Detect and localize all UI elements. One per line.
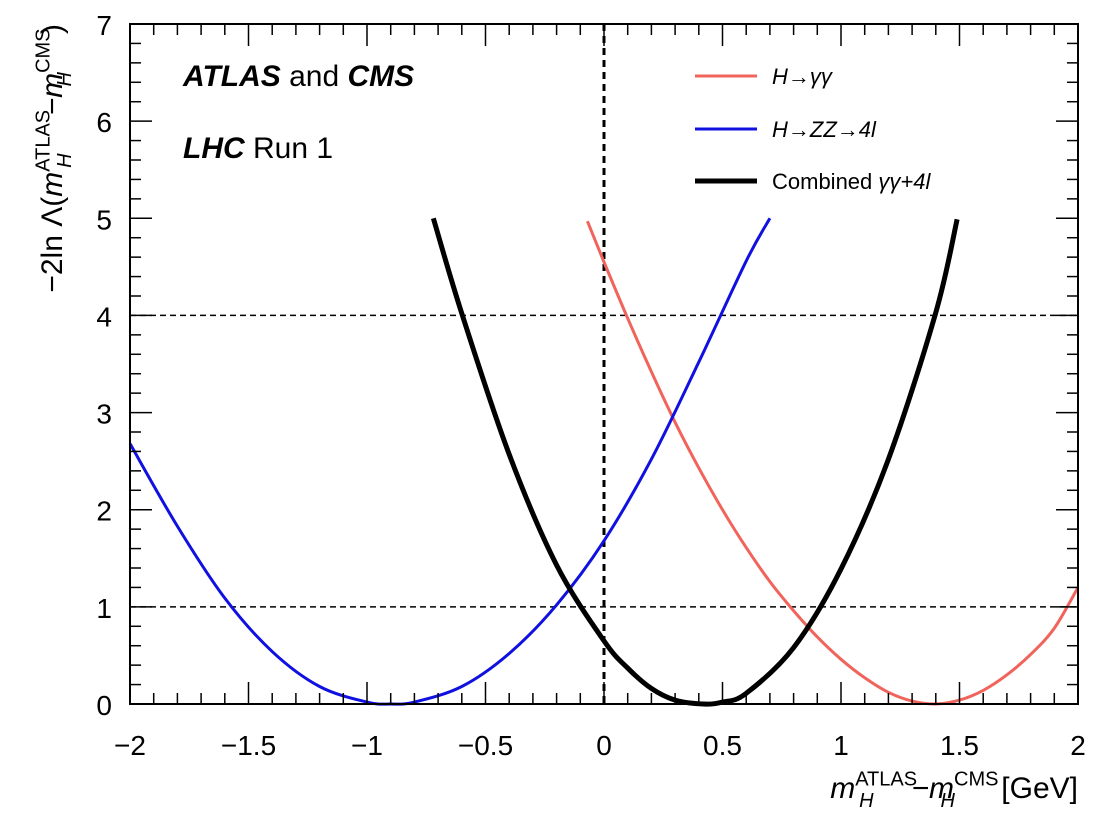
y-tick-label: 7 [96,10,112,41]
text-part: H [859,790,874,812]
series-line-0 [586,220,1080,706]
text-part: ATLAS [32,110,54,172]
text-part: LHC [183,132,246,165]
text-part: ATLAS [855,768,917,790]
text-part: −m [36,73,69,116]
y-tick-label: 5 [96,204,112,235]
x-tick-label: 1.5 [940,730,979,761]
legend: H→γγ H→ZZ→4l Combined γγ+4l [695,64,931,194]
tick-marks [129,23,1079,705]
series-line-1 [128,217,772,706]
legend-label-part: γγ+4l [878,169,931,194]
x-tick-label: −1.5 [221,730,276,761]
legend-label-0: H→γγ [772,64,834,89]
x-tick-label: 1 [833,730,849,761]
text-part: CMS [32,28,54,72]
text-part: Run 1 [245,132,333,165]
x-tick-label: −2 [114,730,146,761]
y-tick-label: 0 [96,690,112,721]
text-part: CMS [348,60,415,93]
text-part: and [281,60,348,93]
y-axis-label: −2ln Λ(mATLASH−mCMSH) [32,24,76,293]
legend-label-2: Combined γγ+4l [772,169,931,194]
y-tick-label: 4 [96,301,112,332]
annotation-block: ATLAS and CMS LHC Run 1 [182,60,414,165]
text-part: H [54,153,76,168]
x-tick-label: −1 [351,730,383,761]
y-tick-label: 6 [96,107,112,138]
text-part: m [36,172,69,197]
text-part: ) [36,24,69,34]
y-tick-label: 2 [96,496,112,527]
text-part: H [54,71,76,86]
annotation-experiments: ATLAS and CMS [182,60,414,93]
y-tick-label: 1 [96,593,112,624]
annotation-run: LHC Run 1 [183,132,333,165]
text-part: CMS [954,768,998,790]
legend-label-part: H→ZZ→4l [772,117,877,142]
text-part: −2ln Λ( [36,197,69,293]
x-tick-label: 2 [1070,730,1086,761]
x-tick-label: 0 [596,730,612,761]
x-tick-label: −0.5 [458,730,513,761]
reference-lines [130,24,1078,704]
legend-label-1: H→ZZ→4l [772,117,877,142]
text-part: ATLAS [182,60,281,93]
text-part: [GeV] [993,772,1078,805]
tick-labels: −2 −1.5 −1 −0.5 0 0.5 1 1.5 2 0 1 2 3 4 5 6 7 [96,10,1085,761]
text-part: m [830,772,855,805]
legend-label-part: H→γγ [772,64,834,89]
y-tick-label: 3 [96,399,112,430]
text-part: H [941,790,956,812]
text-part: −m [912,772,955,805]
x-tick-label: 0.5 [703,730,742,761]
legend-label-part: Combined [772,169,878,194]
x-axis-label: mATLAS H −mCMS H [GeV] [830,768,1078,812]
